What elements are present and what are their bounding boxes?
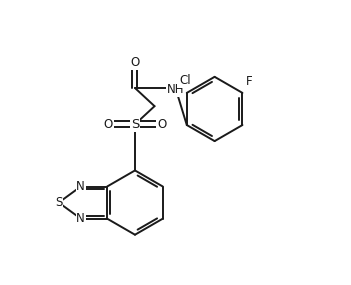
Text: Cl: Cl (180, 74, 191, 87)
Text: S: S (131, 118, 139, 131)
Text: S: S (55, 196, 62, 209)
Text: N: N (77, 180, 85, 193)
Text: N: N (77, 212, 85, 225)
Text: NH: NH (167, 83, 184, 96)
Text: O: O (157, 118, 166, 131)
Text: O: O (130, 56, 140, 69)
Text: F: F (246, 75, 253, 88)
Text: O: O (104, 118, 113, 131)
